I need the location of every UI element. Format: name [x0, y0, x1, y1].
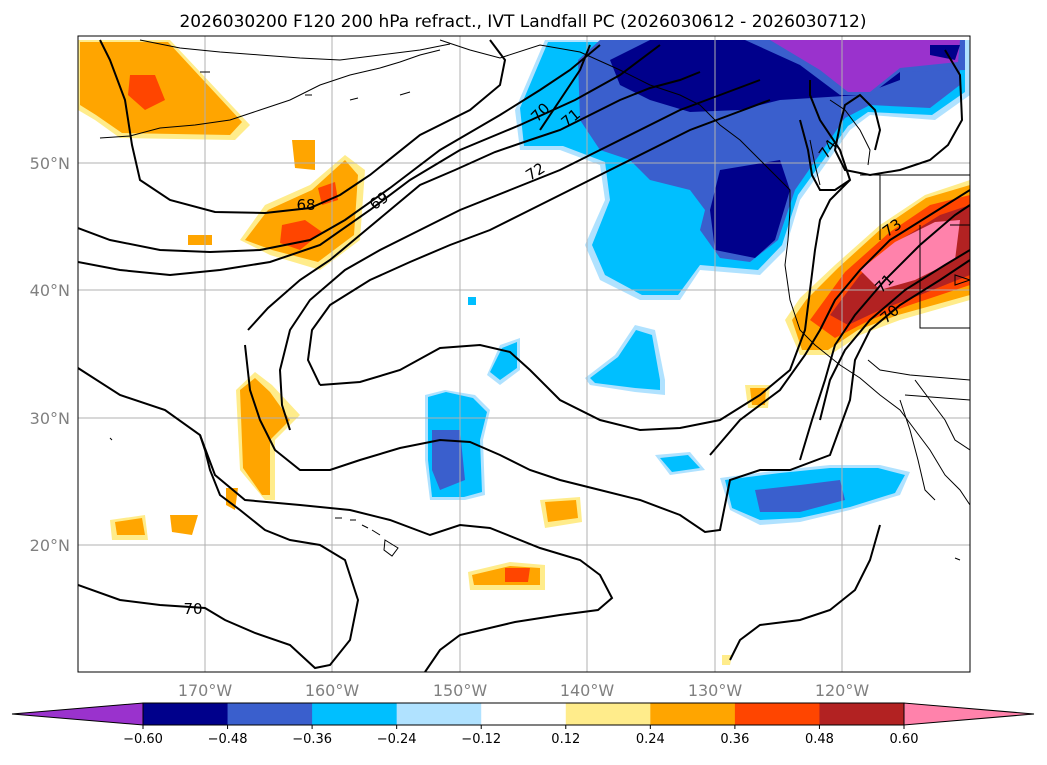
colorbar-segment — [650, 703, 736, 725]
latitude-labels: 50°N 40°N 30°N 20°N — [30, 154, 70, 555]
lon-label: 140°W — [560, 681, 615, 700]
lon-label: 120°W — [815, 681, 870, 700]
lat-label: 30°N — [30, 409, 70, 428]
shaded-field-positive — [78, 40, 970, 665]
colorbar-tick-label: 0.60 — [890, 732, 919, 747]
contours — [78, 39, 970, 672]
map-panel: 70 71 72 68 69 74 73 71 70 70 — [78, 36, 970, 672]
colorbar-tick-label: 0.36 — [720, 732, 749, 747]
colorbar-segment — [227, 703, 313, 725]
contour-label: 68 — [296, 196, 315, 214]
map-frame — [77, 35, 971, 673]
colorbar-outline-right — [903, 702, 1035, 726]
colorbar-extend-max — [904, 703, 1034, 725]
colorbar: −0.60 −0.48 −0.36 −0.24 −0.12 0.12 0.24 0.36 0.4… — [11, 702, 1035, 747]
colorbar-tick-label: −0.12 — [461, 732, 501, 747]
colorbar-segment — [565, 703, 651, 725]
longitude-labels: 170°W 160°W 150°W 140°W 130°W 120°W — [178, 681, 870, 700]
colorbar-tick-label: −0.24 — [377, 732, 417, 747]
colorbar-segment — [481, 703, 567, 725]
colorbar-outline-left — [11, 702, 144, 726]
colorbar-segment — [312, 703, 398, 725]
colorbar-segment — [734, 703, 820, 725]
lat-label: 40°N — [30, 281, 70, 300]
colorbar-tick-label: −0.48 — [208, 732, 248, 747]
colorbar-tick-label: −0.36 — [292, 732, 332, 747]
lon-label: 130°W — [688, 681, 743, 700]
shaded-field-negative — [425, 40, 970, 525]
colorbar-extend-min — [12, 703, 143, 725]
colorbar-tick-label: −0.60 — [123, 732, 163, 747]
lon-label: 170°W — [178, 681, 233, 700]
lon-label: 160°W — [305, 681, 360, 700]
lat-label: 50°N — [30, 154, 70, 173]
colorbar-segment — [819, 703, 905, 725]
colorbar-segment — [396, 703, 482, 725]
colorbar-segment — [143, 703, 229, 725]
colorbar-tick-label: 0.24 — [636, 732, 665, 747]
coastlines — [99, 39, 970, 561]
colorbar-tick-label: 0.12 — [551, 732, 580, 747]
contour-label: 70 — [183, 600, 202, 618]
lon-label: 150°W — [433, 681, 488, 700]
lat-label: 20°N — [30, 536, 70, 555]
map-title: 2026030200 F120 200 hPa refract., IVT La… — [179, 12, 866, 32]
colorbar-tick-label: 0.48 — [805, 732, 834, 747]
